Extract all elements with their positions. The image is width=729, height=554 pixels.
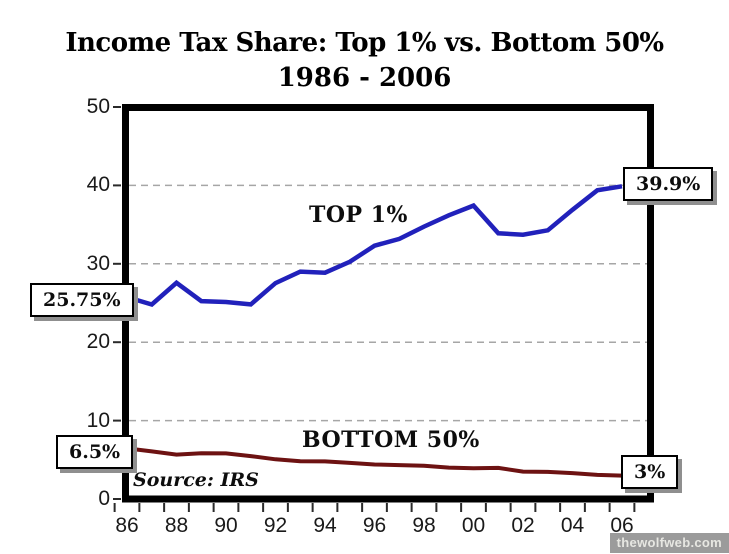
callout-bottom50-start-value: 6.5%	[56, 435, 134, 469]
chart-title: Income Tax Share: Top 1% vs. Bottom 50%	[65, 28, 664, 58]
series-line-bottom50	[126, 446, 623, 478]
x-tick-label-98: 98	[412, 514, 436, 537]
callout-top1-start-value: 25.75%	[30, 283, 134, 317]
y-tick-label-50: 50	[86, 95, 110, 118]
source-note: Source: IRS	[133, 469, 259, 491]
y-tick-label-10: 10	[86, 408, 110, 432]
x-tick-label-96: 96	[362, 514, 387, 537]
x-tick-label-04: 04	[560, 514, 585, 537]
x-tick-label-92: 92	[263, 514, 288, 537]
x-tick-label-00: 00	[461, 514, 486, 537]
callout-top1-end-value: 39.9%	[623, 167, 714, 201]
y-tick-label-20: 20	[86, 330, 110, 354]
callout-bottom50-end-value: 3%	[621, 455, 679, 489]
series-line-top1	[126, 184, 623, 308]
y-tick-label-0: 0	[98, 487, 110, 510]
y-tick-label-30: 30	[86, 251, 110, 275]
series-label-bottom50: BOTTOM 50%	[302, 427, 480, 453]
series-label-top1: TOP 1%	[309, 202, 408, 228]
x-tick-label-90: 90	[214, 514, 238, 537]
chart-subtitle: 1986 - 2006	[277, 63, 452, 93]
x-tick-label-86: 86	[115, 514, 139, 537]
x-tick-label-88: 88	[164, 514, 189, 537]
x-tick-label-06: 06	[610, 514, 634, 537]
x-tick-label-02: 02	[511, 514, 535, 537]
y-tick-label-40: 40	[86, 173, 110, 197]
x-tick-label-94: 94	[313, 514, 337, 537]
watermark: thewolfweb.com	[609, 533, 729, 553]
